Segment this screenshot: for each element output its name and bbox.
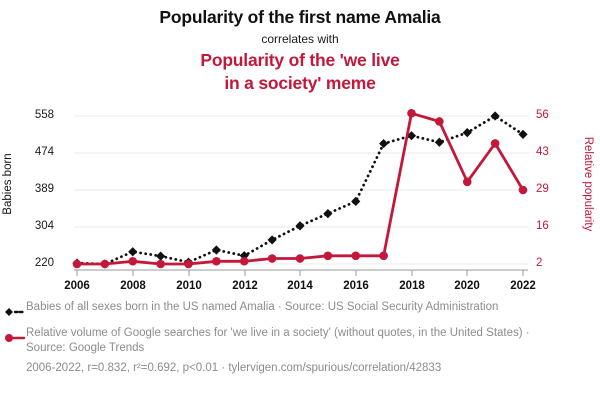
- legend-item-babies: Babies of all sexes born in the US named…: [0, 300, 600, 322]
- legend-label-babies: Babies of all sexes born in the US named…: [26, 301, 499, 313]
- chart-legend: Babies of all sexes born in the US named…: [0, 300, 600, 376]
- x-tick-2022: 2022: [510, 280, 536, 292]
- y-tick-right-4: 2: [536, 257, 543, 269]
- y-tick-right-3: 16: [536, 220, 549, 232]
- page-title: Popularity of the first name Amalia: [159, 7, 441, 27]
- series-meme-popularity: [72, 108, 528, 269]
- y-tick-right-0: 56: [536, 109, 549, 121]
- footer-stats-and-source: 2006-2022, r=0.832, r²=0.692, p<0.01 · t…: [26, 362, 442, 374]
- page-subtitle-line1: Popularity of the 'we live: [200, 50, 400, 70]
- y-tick-left-2: 389: [34, 183, 54, 195]
- y-tick-right-1: 43: [536, 146, 549, 158]
- y-tick-right-2: 29: [536, 183, 549, 195]
- chart-footer: 2006-2022, r=0.832, r²=0.692, p<0.01 · t…: [0, 361, 600, 376]
- x-tick-2014: 2014: [287, 280, 313, 292]
- diamond-dotted-marker-icon: [4, 300, 26, 322]
- legend-item-meme: Relative volume of Google searches for '…: [0, 326, 600, 355]
- y-tick-left-0: 558: [34, 109, 54, 121]
- plot-svg: [72, 108, 528, 276]
- y-tick-left-4: 220: [34, 257, 54, 269]
- x-tick-2018: 2018: [399, 280, 425, 292]
- y-tick-left-1: 474: [34, 146, 54, 158]
- circle-solid-marker-icon: [4, 326, 26, 348]
- chart-title-block: Popularity of the first name Amalia corr…: [0, 0, 600, 94]
- x-tick-2012: 2012: [232, 280, 258, 292]
- x-tick-2008: 2008: [120, 280, 146, 292]
- gridlines: [74, 115, 528, 265]
- x-tick-2016: 2016: [343, 280, 369, 292]
- plot-area: Babies born Relative popularity: [0, 100, 600, 295]
- x-axis-line: [74, 269, 528, 276]
- x-tick-2010: 2010: [176, 280, 202, 292]
- x-tick-2006: 2006: [64, 280, 90, 292]
- title-connector: correlates with: [261, 32, 339, 46]
- x-tick-2020: 2020: [454, 280, 480, 292]
- page-subtitle-line2: in a society' meme: [224, 73, 376, 93]
- y-tick-left-3: 304: [34, 220, 54, 232]
- legend-label-meme: Relative volume of Google searches for '…: [26, 327, 530, 354]
